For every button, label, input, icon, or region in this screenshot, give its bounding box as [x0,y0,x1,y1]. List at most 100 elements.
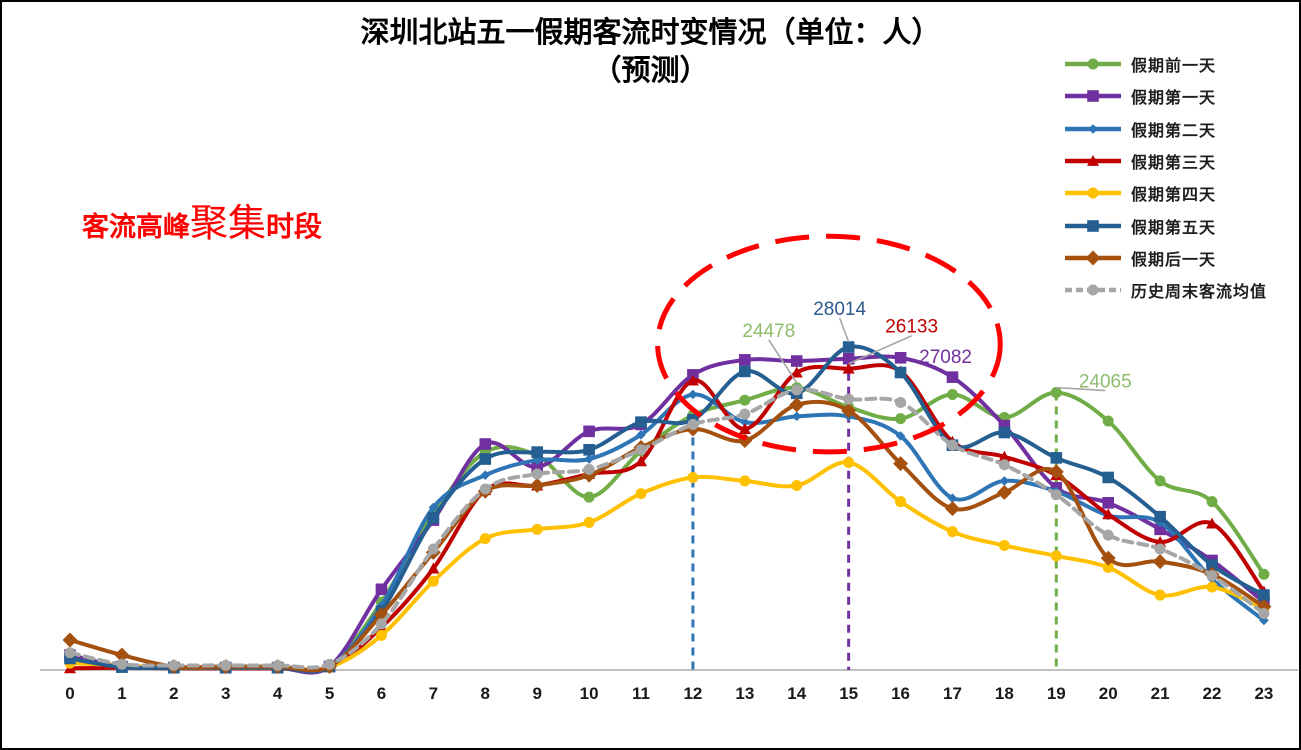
series-marker [479,483,491,495]
legend-item-label: 历史周末客流均值 [1131,284,1268,302]
series-marker [1154,523,1166,536]
series-marker [168,659,180,671]
chart-title-line2: （预测） [592,55,709,87]
peak-highlight-ellipse [655,233,1003,455]
data-label: 27082 [919,347,972,368]
series-marker [581,467,597,483]
series-marker [790,355,803,367]
legend-marker-icon [1087,219,1099,232]
series-marker [791,384,803,396]
x-axis-tick-label: 17 [943,684,962,703]
data-label-leader-line [838,317,850,343]
series-marker [688,389,698,400]
series-marker [999,476,1010,486]
series-marker [1102,529,1114,541]
series-marker [583,425,595,438]
series-marker [842,341,855,353]
legend-item-label: 假期第四天 [1131,187,1217,205]
x-axis-tick-label: 13 [735,684,754,703]
series-marker [635,488,647,500]
series-marker [1206,581,1218,593]
series-marker [1102,561,1114,573]
legend-item: 假期第三天 [1064,145,1267,177]
series-marker [116,658,128,670]
x-axis-tick-label: 9 [532,684,541,703]
series-marker [946,439,958,451]
series-marker [531,523,543,535]
series-marker [479,533,491,545]
series-marker [894,351,907,364]
legend-item: 假期第五天 [1064,209,1267,241]
series-marker [635,444,647,456]
legend-item-label: 假期第二天 [1131,122,1217,140]
series-marker [842,362,855,374]
series-marker [1154,589,1166,601]
series-marker [789,397,805,413]
series-marker [1206,559,1218,571]
annotation-text-part3: 时段 [266,211,323,242]
x-axis-tick-label: 11 [632,684,650,703]
series-marker [1100,550,1116,566]
x-axis-tick-label: 23 [1254,684,1273,703]
series-marker [220,659,232,671]
series-marker [375,629,387,641]
x-axis-tick-label: 3 [221,684,230,703]
legend-line-sample-icon [1065,58,1121,70]
series-marker [895,397,907,409]
legend-item: 假期第四天 [1064,177,1267,209]
x-axis-tick-label: 16 [891,684,910,703]
legend-line-sample-icon [1065,90,1121,103]
series-marker [790,366,803,378]
series-marker [531,446,543,458]
series-marker [583,516,595,528]
chart-title: 深圳北站五一假期客流时变情况（单位：人） （预测） [2,14,1299,90]
series-marker [1050,387,1062,399]
series-marker [895,431,906,441]
x-axis-tick-label: 5 [325,684,334,703]
legend-line-sample-icon [1065,284,1121,296]
series-marker [375,583,388,596]
series-marker [843,456,855,468]
series-marker [946,388,958,400]
x-axis-tick-label: 19 [1047,684,1066,703]
data-label: 24478 [742,321,795,342]
legend-item: 历史周末客流均值 [1064,274,1267,306]
annotation-text-part1: 客流高峰 [82,212,190,242]
x-axis-tick-label: 22 [1203,684,1222,703]
series-marker [479,438,492,450]
x-axis-tick-label: 20 [1099,684,1118,703]
series-marker [1206,569,1218,581]
series-marker [1258,589,1270,601]
legend-marker-icon [1087,58,1099,70]
series-marker [998,539,1010,551]
series-marker [479,453,492,465]
series-marker [841,403,857,419]
data-label-leader-line [848,334,912,365]
x-axis-tick-label: 4 [273,684,283,703]
data-label: 24065 [1079,372,1132,393]
legend-line-sample-icon [1065,187,1121,199]
series-marker [1206,517,1219,529]
legend: 假期前一天 假期第一天 假期第二天 假期第三天 假期第四天 假期第五天 假期后一天 历史周末客… [1064,48,1267,306]
series-marker [583,443,595,456]
series-marker [427,543,439,555]
series-marker [531,461,543,473]
series-marker [636,430,646,440]
series-marker [843,393,855,405]
series-marker [842,352,855,365]
x-axis-tick-label: 7 [429,684,438,703]
annotation-text-part2: 聚集 [190,201,267,245]
series-marker [428,502,439,513]
series-line [68,460,1266,672]
x-axis-tick-label: 10 [580,684,599,703]
series-marker [635,455,648,467]
x-axis-tick-label: 6 [377,684,386,703]
x-axis-tick-label: 8 [481,684,490,703]
series-marker [635,416,647,428]
series-marker [324,658,336,670]
series-marker [1048,464,1064,480]
series-marker [739,475,751,487]
legend-marker-icon [1087,90,1099,103]
legend-item: 假期第一天 [1064,80,1267,112]
